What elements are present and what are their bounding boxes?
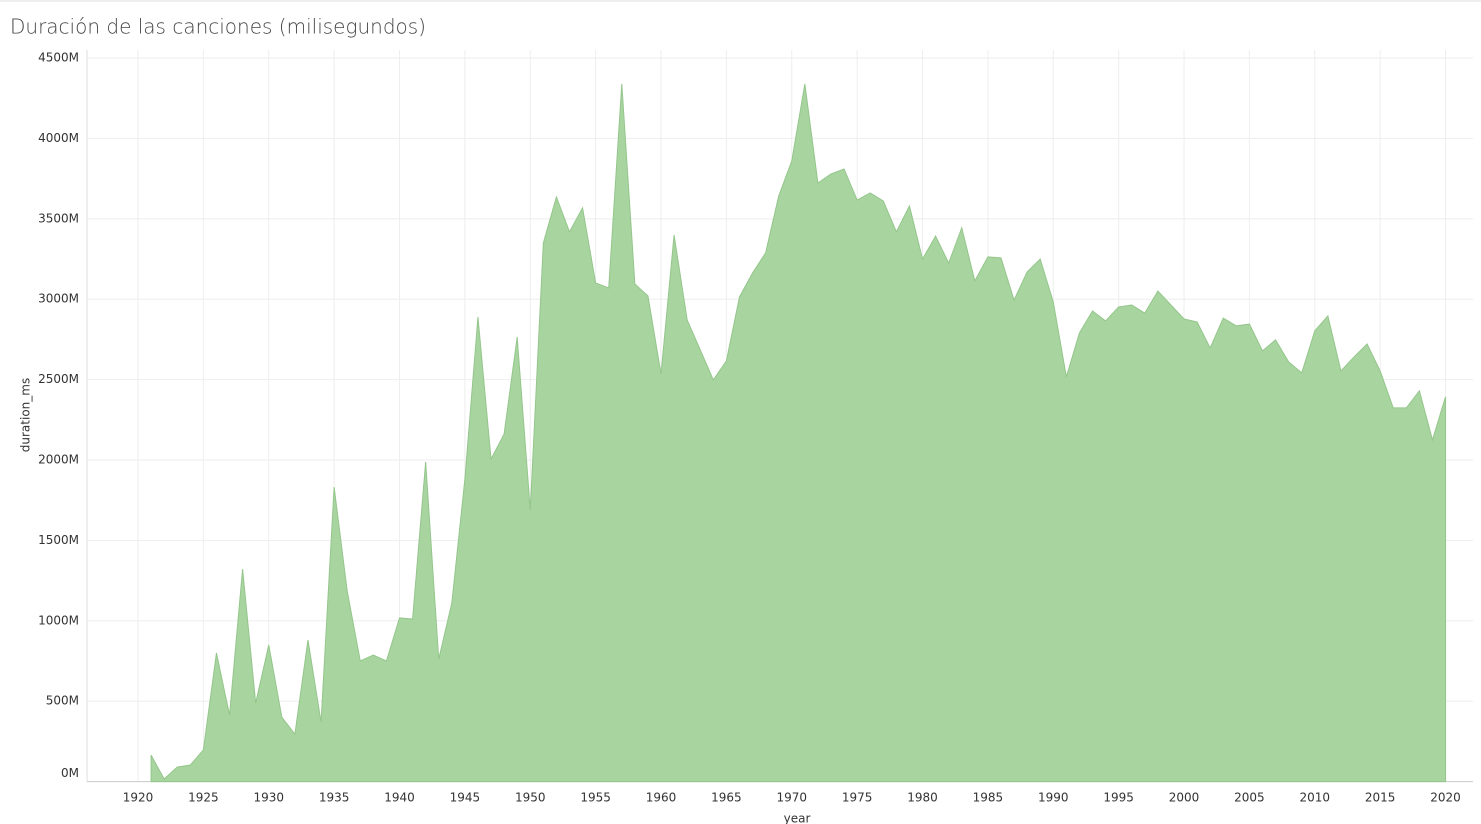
area (150, 83, 1447, 783)
y-tick-label: 3500M (38, 211, 79, 225)
x-tick-label: 1960 (646, 791, 677, 805)
y-tick-label: 2500M (38, 372, 79, 386)
x-tick-label: 2015 (1365, 791, 1396, 805)
y-tick-label: 1500M (38, 533, 79, 547)
x-tick-label: 2000 (1169, 791, 1200, 805)
y-tick-label: 500M (46, 694, 79, 708)
x-tick-label: 1955 (580, 791, 611, 805)
x-tick-label: 1985 (973, 791, 1004, 805)
x-tick-label: 1995 (1103, 791, 1134, 805)
chart-title: Duración de las canciones (milisegundos) (10, 15, 426, 39)
x-tick-label: 1920 (123, 791, 154, 805)
x-tick-label: 1980 (907, 791, 938, 805)
x-axis-label: year (784, 812, 811, 824)
x-tick-label: 1965 (711, 791, 742, 805)
x-tick-label: 2005 (1234, 791, 1265, 805)
x-tick-label: 1990 (1038, 791, 1069, 805)
x-tick-label: 1935 (319, 791, 350, 805)
y-tick-label: 2000M (38, 453, 79, 467)
x-tick-label: 2010 (1300, 791, 1331, 805)
y-tick-label: 4000M (38, 131, 79, 145)
x-tick-label: 1950 (515, 791, 546, 805)
x-tick-label: 1930 (253, 791, 284, 805)
y-tick-label: 0M (61, 766, 79, 780)
x-tick-label: 1975 (842, 791, 873, 805)
y-tick-label: 1000M (38, 613, 79, 627)
x-tick-label: 1970 (776, 791, 807, 805)
y-tick-label: 3000M (38, 292, 79, 306)
x-tick-label: 1945 (450, 791, 481, 805)
x-tick-label: 1925 (188, 791, 219, 805)
y-axis-label: duration_ms (19, 378, 33, 452)
y-tick-label: 4500M (38, 51, 79, 65)
x-tick-label: 1940 (384, 791, 415, 805)
x-tick-label: 2020 (1430, 791, 1461, 805)
